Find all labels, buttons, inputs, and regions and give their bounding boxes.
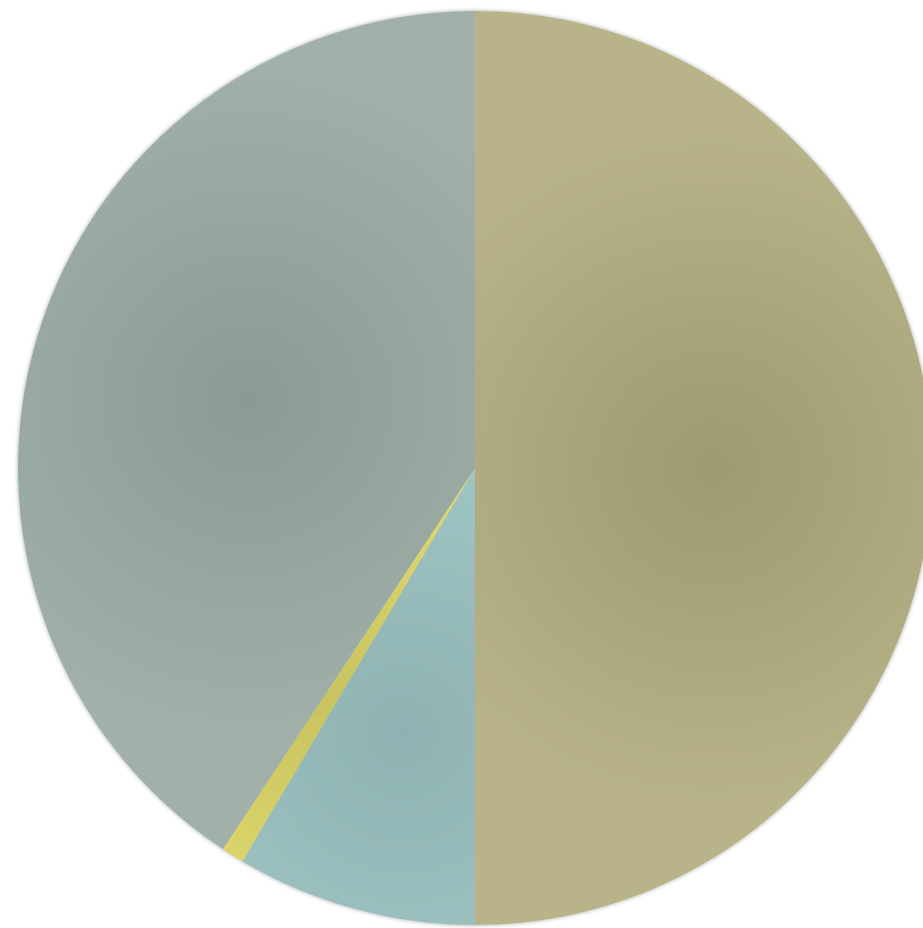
pie-slices bbox=[18, 11, 923, 925]
pie-slice-2 bbox=[242, 468, 475, 925]
pie-slice-4 bbox=[18, 11, 476, 850]
pie-slice-3 bbox=[222, 468, 475, 862]
pie-slice-1 bbox=[475, 11, 923, 925]
